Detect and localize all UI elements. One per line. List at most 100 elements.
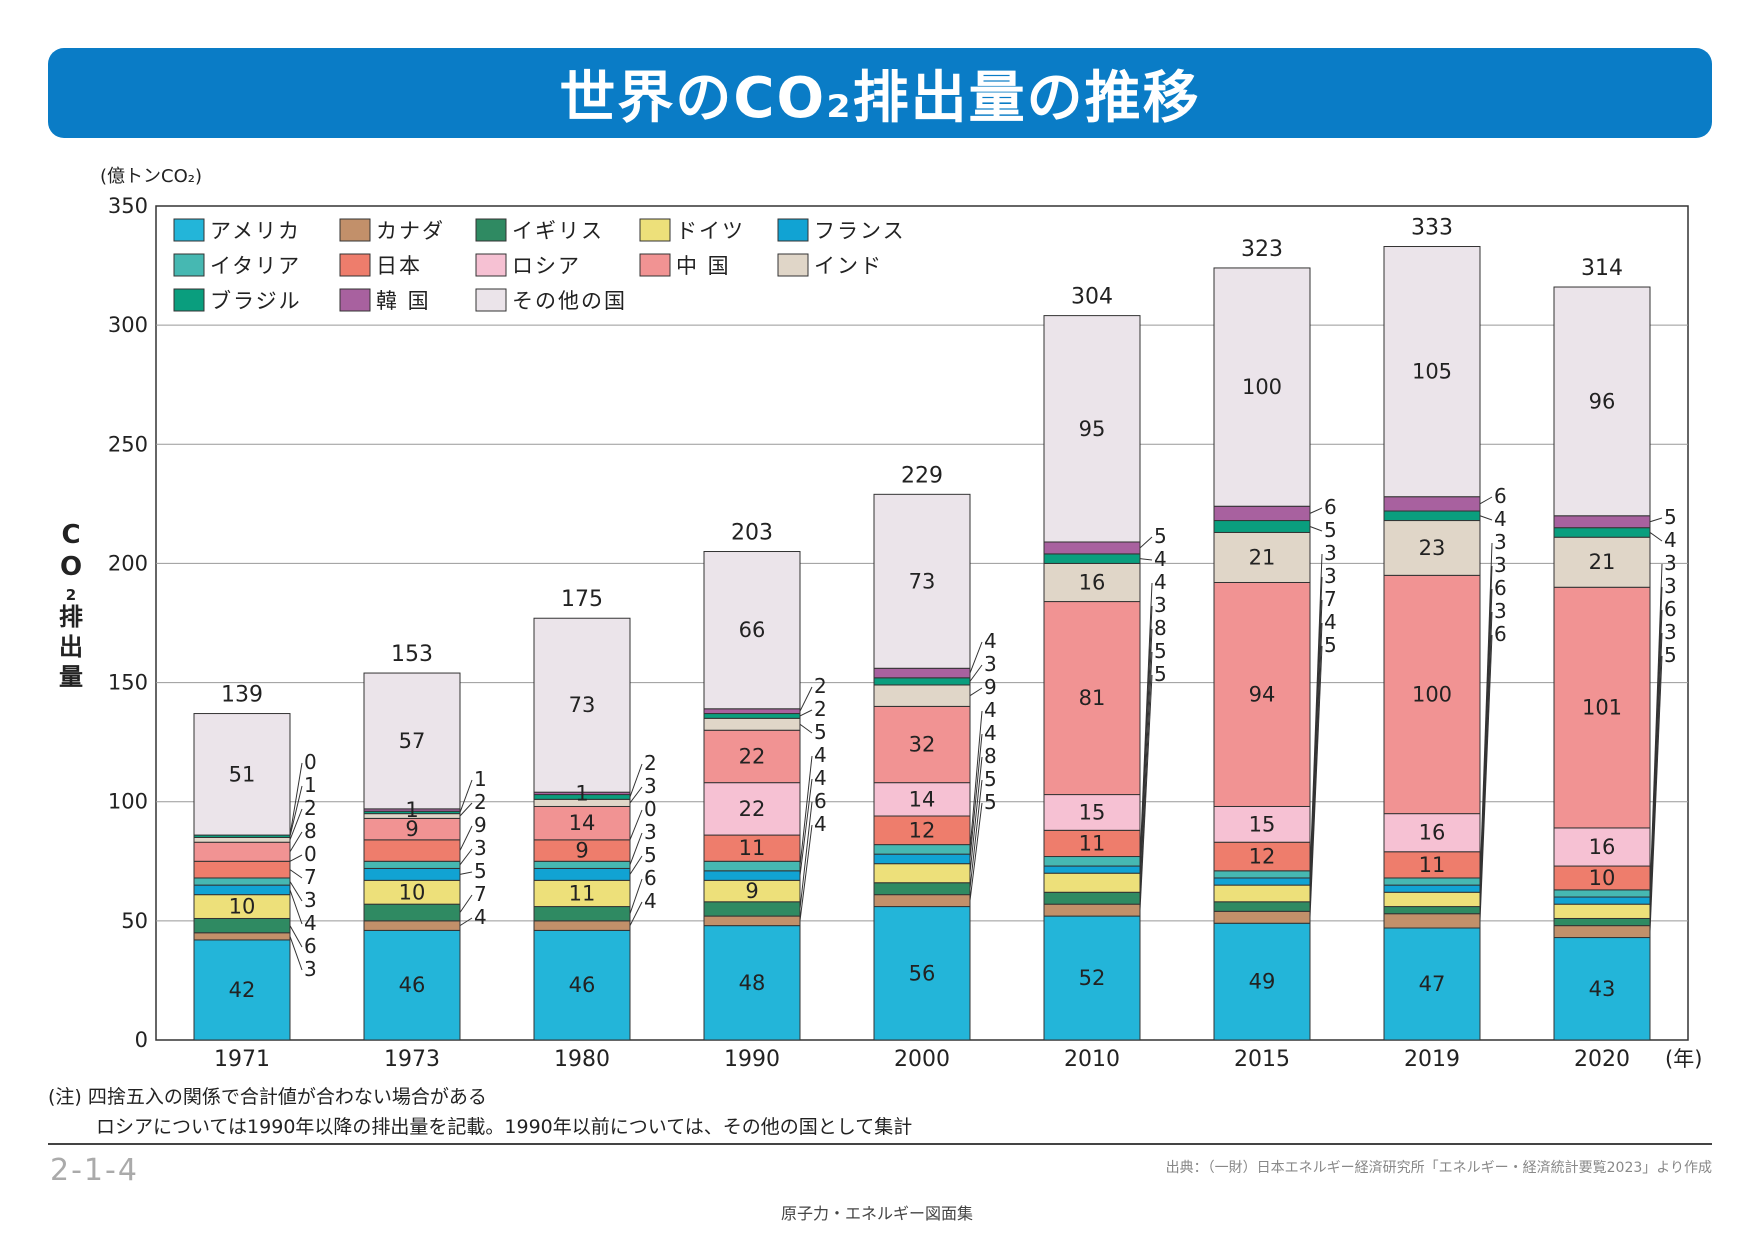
bar-segment bbox=[1383, 877, 1481, 886]
leader-line bbox=[459, 779, 473, 813]
leader-line bbox=[289, 881, 303, 902]
leader-line bbox=[1139, 558, 1153, 561]
bar-data-label: 5 bbox=[1664, 505, 1677, 529]
bar-segment bbox=[1553, 527, 1651, 538]
bar-data-label: 16 bbox=[1419, 821, 1446, 845]
bar-data-label: 81 bbox=[1079, 686, 1106, 710]
y-axis-label-char: O bbox=[60, 552, 82, 582]
bar-data-label: 7 bbox=[474, 882, 487, 906]
x-tick-label: 1990 bbox=[724, 1047, 780, 1072]
legend-label: カナダ bbox=[376, 219, 445, 243]
bar-segment bbox=[1043, 541, 1141, 555]
bar-data-label: 2 bbox=[814, 697, 827, 721]
bar-data-label: 3 bbox=[644, 820, 657, 844]
leader-line bbox=[289, 808, 303, 841]
bar-data-label: 8 bbox=[1154, 616, 1167, 640]
leader-line bbox=[1649, 586, 1663, 901]
bar-segment bbox=[1553, 586, 1651, 829]
y-axis-label-char: 排 bbox=[59, 603, 83, 631]
bar-data-label: 5 bbox=[1154, 662, 1167, 686]
bar-total-label: 139 bbox=[221, 683, 263, 708]
bar-segment bbox=[1383, 510, 1481, 522]
bar-segment bbox=[1383, 496, 1481, 512]
leader-line bbox=[1309, 507, 1323, 514]
bar-data-label: 2 bbox=[304, 796, 317, 820]
bar-data-label: 5 bbox=[1324, 633, 1337, 657]
bar-data-label: 1 bbox=[304, 773, 317, 797]
bar-data-label: 6 bbox=[644, 866, 657, 890]
bar-data-label: 8 bbox=[304, 819, 317, 843]
legend-swatch bbox=[339, 288, 371, 312]
bar-data-label: 6 bbox=[1494, 576, 1507, 600]
leader-line bbox=[629, 763, 643, 798]
bar-data-label: 5 bbox=[474, 859, 487, 883]
leader-line bbox=[629, 786, 643, 804]
bar-data-label: 3 bbox=[1494, 599, 1507, 623]
legend-label: イタリア bbox=[210, 254, 301, 278]
bar-total-label: 175 bbox=[561, 587, 603, 612]
x-tick-label: 2019 bbox=[1404, 1047, 1460, 1072]
footer-divider bbox=[48, 1143, 1712, 1145]
bar-segment bbox=[1553, 925, 1651, 939]
bar-segment bbox=[1213, 805, 1311, 843]
bar-segment bbox=[1043, 915, 1141, 1041]
bar-data-label: 5 bbox=[1154, 524, 1167, 548]
title-banner: 世界のCO₂排出量の推移 bbox=[48, 48, 1712, 138]
bar-segment bbox=[363, 903, 461, 922]
bar-data-label: 95 bbox=[1079, 417, 1106, 441]
bar-segment bbox=[1383, 913, 1481, 929]
bar-segment bbox=[363, 860, 461, 869]
leader-line bbox=[289, 762, 303, 836]
bar-segment bbox=[873, 894, 971, 908]
bar-segment bbox=[703, 717, 801, 731]
bar-data-label: 9 bbox=[474, 813, 487, 837]
y-tick-label: 50 bbox=[121, 909, 148, 933]
bar-segment bbox=[1383, 574, 1481, 815]
bar-data-label: 15 bbox=[1249, 812, 1276, 836]
bar-data-label: 56 bbox=[909, 961, 936, 985]
leader-line bbox=[289, 831, 303, 853]
bar-segment bbox=[193, 917, 291, 934]
bar-data-label: 3 bbox=[1494, 530, 1507, 554]
bar-data-label: 3 bbox=[304, 888, 317, 912]
bar-segment bbox=[1213, 922, 1311, 1041]
bar-data-label: 3 bbox=[1664, 620, 1677, 644]
bar-data-label: 2 bbox=[474, 790, 487, 814]
bar-segment bbox=[363, 929, 461, 1041]
bar-data-label: 4 bbox=[814, 812, 827, 836]
bar-data-label: 21 bbox=[1589, 550, 1616, 574]
bar-segment bbox=[1383, 520, 1481, 576]
leader-line bbox=[969, 733, 983, 859]
y-axis-label-char: 出 bbox=[59, 633, 83, 661]
bar-segment bbox=[1383, 851, 1481, 879]
bar-data-label: 3 bbox=[984, 652, 997, 676]
bar-data-label: 0 bbox=[304, 842, 317, 866]
y-tick-label: 150 bbox=[108, 671, 148, 695]
leader-line bbox=[1309, 599, 1323, 894]
legend-swatch bbox=[475, 218, 507, 242]
bar-segment bbox=[1043, 865, 1141, 874]
bar-segment bbox=[1213, 267, 1311, 507]
bar-data-label: 6 bbox=[814, 789, 827, 813]
leader-line bbox=[799, 709, 813, 717]
bar-data-label: 14 bbox=[569, 811, 596, 835]
bar-segment bbox=[363, 920, 461, 931]
leader-line bbox=[1139, 651, 1153, 899]
bar-data-label: 3 bbox=[644, 774, 657, 798]
bar-data-label: 11 bbox=[1419, 853, 1446, 877]
bar-data-label: 8 bbox=[984, 744, 997, 768]
x-tick-label: 2010 bbox=[1064, 1047, 1120, 1072]
bar-data-label: 3 bbox=[1494, 553, 1507, 577]
bar-segment bbox=[1213, 901, 1311, 912]
bar-segment bbox=[873, 782, 971, 817]
bar-segment bbox=[703, 708, 801, 715]
bar-segment bbox=[1553, 937, 1651, 1041]
bar-segment bbox=[1043, 891, 1141, 905]
bar-segment bbox=[1553, 536, 1651, 588]
bar-segment bbox=[1383, 813, 1481, 853]
bar-segment bbox=[1213, 877, 1311, 886]
legend-label: ロシア bbox=[512, 254, 581, 278]
bar-data-label: 6 bbox=[1494, 484, 1507, 508]
legend-swatch bbox=[173, 288, 205, 312]
legend-swatch bbox=[339, 218, 371, 242]
